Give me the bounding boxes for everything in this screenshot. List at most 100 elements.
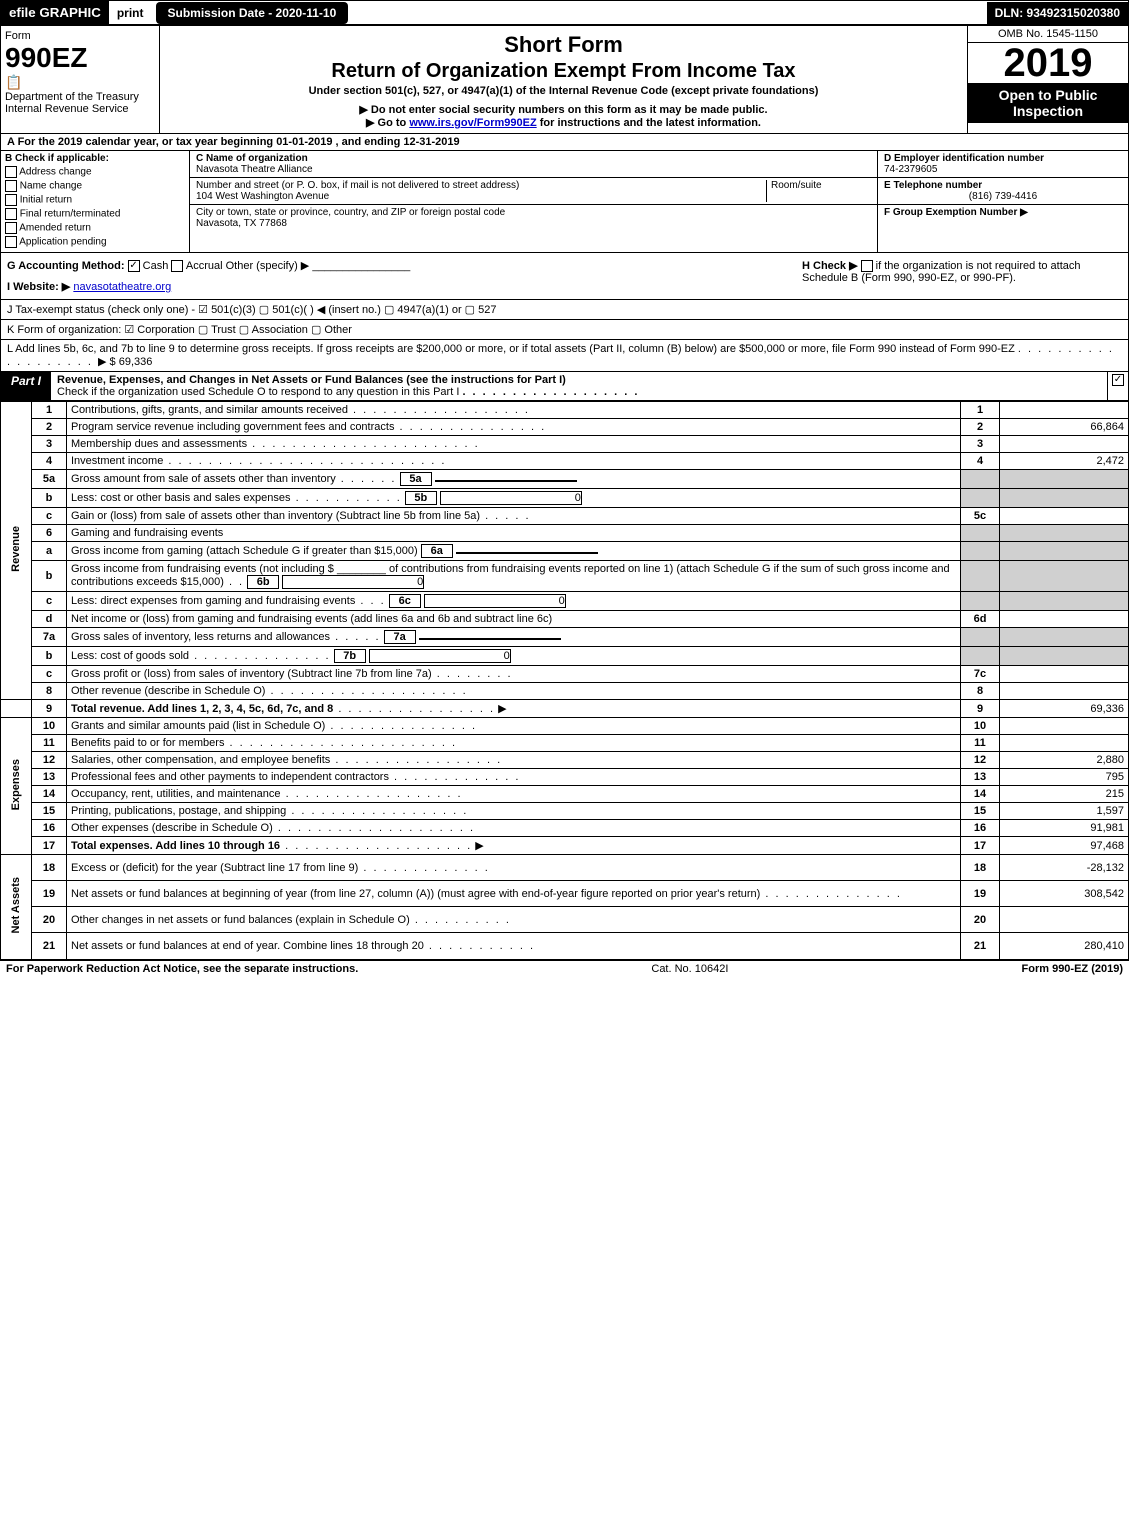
tax-year: 2019 xyxy=(968,43,1128,83)
check-accrual[interactable] xyxy=(171,260,183,272)
check-address-change-label: Address change xyxy=(19,167,91,178)
check-cash[interactable] xyxy=(128,260,140,272)
check-application-pending-label: Application pending xyxy=(19,237,106,248)
e-label: E Telephone number xyxy=(884,180,1122,191)
l21-text: Net assets or fund balances at end of ye… xyxy=(67,933,961,959)
check-initial-return[interactable]: Initial return xyxy=(5,194,185,206)
l5a-sv xyxy=(435,480,577,482)
phone-value: (816) 739-4416 xyxy=(884,191,1122,202)
l1-val xyxy=(1000,402,1129,419)
l3-box: 3 xyxy=(961,436,1000,453)
l6a-val xyxy=(1000,542,1129,561)
l6b-sb: 6b xyxy=(247,575,279,589)
l13-num: 13 xyxy=(32,769,67,786)
c-city-row: City or town, state or province, country… xyxy=(190,205,877,231)
d-label: D Employer identification number xyxy=(884,153,1122,164)
col-c: C Name of organization Navasota Theatre … xyxy=(190,151,877,252)
l7a-sb: 7a xyxy=(384,630,416,644)
block-bcdef: B Check if applicable: Address change Na… xyxy=(0,151,1129,253)
l11-box: 11 xyxy=(961,735,1000,752)
l12-text: Salaries, other compensation, and employ… xyxy=(67,752,961,769)
footer-center: Cat. No. 10642I xyxy=(358,963,1021,975)
row-gh: G Accounting Method: Cash Accrual Other … xyxy=(0,253,1129,300)
line-14: 14 Occupancy, rent, utilities, and maint… xyxy=(1,786,1129,803)
check-final-return[interactable]: Final return/terminated xyxy=(5,208,185,220)
irs-link[interactable]: www.irs.gov/Form990EZ xyxy=(409,117,536,129)
l13-text: Professional fees and other payments to … xyxy=(67,769,961,786)
line-1: Revenue 1 Contributions, gifts, grants, … xyxy=(1,402,1129,419)
check-final-return-label: Final return/terminated xyxy=(20,209,121,220)
website-link[interactable]: navasotatheatre.org xyxy=(73,281,171,293)
l5a-sb: 5a xyxy=(400,472,432,486)
l19-num: 19 xyxy=(32,881,67,907)
dept-treasury: Department of the Treasury xyxy=(5,91,155,103)
line-20: 20 Other changes in net assets or fund b… xyxy=(1,907,1129,933)
row-j: J Tax-exempt status (check only one) - ☑… xyxy=(0,300,1129,320)
col-b: B Check if applicable: Address change Na… xyxy=(1,151,190,252)
l6b-num: b xyxy=(32,561,67,592)
d-row: D Employer identification number 74-2379… xyxy=(878,151,1128,178)
part-1-header: Part I Revenue, Expenses, and Changes in… xyxy=(0,372,1129,401)
side-net-assets: Net Assets xyxy=(1,855,32,959)
check-schedule-b[interactable] xyxy=(861,260,873,272)
l6a-box xyxy=(961,542,1000,561)
l21-num: 21 xyxy=(32,933,67,959)
check-application-pending[interactable]: Application pending xyxy=(5,236,185,248)
l5a-val xyxy=(1000,470,1129,489)
l6-text: Gaming and fundraising events xyxy=(67,525,961,542)
check-amended-return-label: Amended return xyxy=(19,223,91,234)
l3-val xyxy=(1000,436,1129,453)
part-1-check-text: Check if the organization used Schedule … xyxy=(57,386,459,398)
irs-label: Internal Revenue Service xyxy=(5,103,155,115)
line-18: Net Assets 18 Excess or (deficit) for th… xyxy=(1,855,1129,881)
line-6b: b Gross income from fundraising events (… xyxy=(1,561,1129,592)
part-1-title: Revenue, Expenses, and Changes in Net As… xyxy=(51,372,1107,400)
gh-left: G Accounting Method: Cash Accrual Other … xyxy=(1,253,796,299)
l7b-sb: 7b xyxy=(334,649,366,663)
line-11: 11 Benefits paid to or for members . . .… xyxy=(1,735,1129,752)
l6c-sv: 0 xyxy=(424,594,566,608)
check-name-change[interactable]: Name change xyxy=(5,180,185,192)
l6c-text: Less: direct expenses from gaming and fu… xyxy=(67,592,961,611)
print-link[interactable]: print xyxy=(109,2,152,24)
l6b-val xyxy=(1000,561,1129,592)
form-label: Form xyxy=(5,30,155,42)
l6b-sv: 0 xyxy=(282,575,424,589)
line-8: 8 Other revenue (describe in Schedule O)… xyxy=(1,683,1129,700)
top-bar: efile GRAPHIC print Submission Date - 20… xyxy=(0,0,1129,24)
l3-text: Membership dues and assessments . . . . … xyxy=(67,436,961,453)
l16-box: 16 xyxy=(961,820,1000,837)
l18-text: Excess or (deficit) for the year (Subtra… xyxy=(67,855,961,881)
check-amended-return[interactable]: Amended return xyxy=(5,222,185,234)
org-name: Navasota Theatre Alliance xyxy=(196,164,871,175)
l2-num: 2 xyxy=(32,419,67,436)
check-address-change[interactable]: Address change xyxy=(5,166,185,178)
l10-box: 10 xyxy=(961,718,1000,735)
open-public: Open to Public Inspection xyxy=(968,83,1128,123)
l16-num: 16 xyxy=(32,820,67,837)
side-revenue: Revenue xyxy=(1,402,32,700)
l16-text: Other expenses (describe in Schedule O) … xyxy=(67,820,961,837)
e-row: E Telephone number (816) 739-4416 xyxy=(878,178,1128,205)
l13-val: 795 xyxy=(1000,769,1129,786)
l14-text: Occupancy, rent, utilities, and maintena… xyxy=(67,786,961,803)
c-street-row: Number and street (or P. O. box, if mail… xyxy=(190,178,877,205)
l9-num: 9 xyxy=(32,700,67,718)
h-label: H Check ▶ xyxy=(802,260,858,272)
efile-button[interactable]: efile GRAPHIC xyxy=(1,1,109,24)
l2-text: Program service revenue including govern… xyxy=(67,419,961,436)
l17-box: 17 xyxy=(961,837,1000,855)
l6-val xyxy=(1000,525,1129,542)
i-website: I Website: ▶ navasotatheatre.org xyxy=(7,280,790,293)
l18-num: 18 xyxy=(32,855,67,881)
footer: For Paperwork Reduction Act Notice, see … xyxy=(0,960,1129,977)
l18-box: 18 xyxy=(961,855,1000,881)
l19-val: 308,542 xyxy=(1000,881,1129,907)
l17-text: Total expenses. Add lines 10 through 16 … xyxy=(67,837,961,855)
l7b-box xyxy=(961,647,1000,666)
l4-text: Investment income . . . . . . . . . . . … xyxy=(67,453,961,470)
part-1-checkbox[interactable] xyxy=(1107,372,1128,400)
line-4: 4 Investment income . . . . . . . . . . … xyxy=(1,453,1129,470)
f-row: F Group Exemption Number ▶ xyxy=(878,205,1128,220)
l15-num: 15 xyxy=(32,803,67,820)
